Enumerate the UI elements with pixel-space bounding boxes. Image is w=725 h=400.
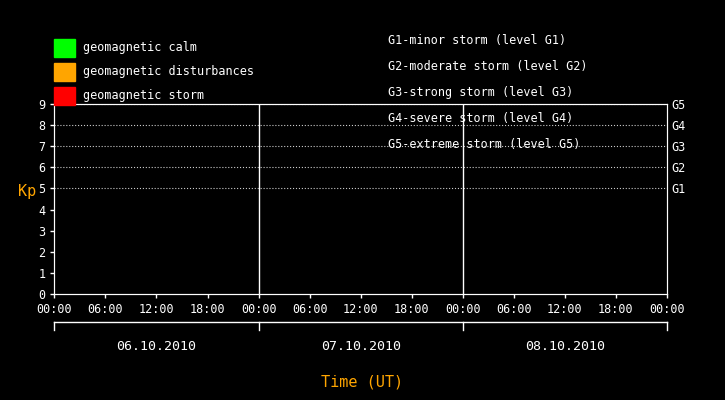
Y-axis label: Kp: Kp bbox=[18, 184, 36, 199]
Text: geomagnetic disturbances: geomagnetic disturbances bbox=[83, 66, 254, 78]
Text: G2-moderate storm (level G2): G2-moderate storm (level G2) bbox=[388, 60, 587, 73]
Text: G5-extreme storm (level G5): G5-extreme storm (level G5) bbox=[388, 138, 580, 151]
Text: 07.10.2010: 07.10.2010 bbox=[320, 340, 401, 352]
Text: Time (UT): Time (UT) bbox=[321, 374, 404, 390]
Text: G3-strong storm (level G3): G3-strong storm (level G3) bbox=[388, 86, 573, 99]
Text: geomagnetic calm: geomagnetic calm bbox=[83, 42, 197, 54]
Text: G1-minor storm (level G1): G1-minor storm (level G1) bbox=[388, 34, 566, 47]
Text: G4-severe storm (level G4): G4-severe storm (level G4) bbox=[388, 112, 573, 125]
Text: 06.10.2010: 06.10.2010 bbox=[117, 340, 196, 352]
Text: geomagnetic storm: geomagnetic storm bbox=[83, 90, 204, 102]
Text: 08.10.2010: 08.10.2010 bbox=[525, 340, 605, 352]
